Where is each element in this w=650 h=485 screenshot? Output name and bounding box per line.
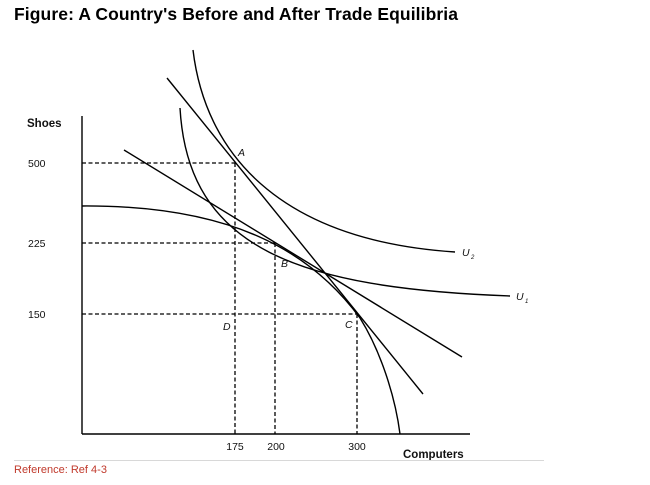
production-frontier xyxy=(81,205,401,435)
x-tick-175: 175 xyxy=(226,441,244,453)
curve-label-u2: U 2 xyxy=(462,247,475,261)
reference-note: Reference: Ref 4-3 xyxy=(14,464,107,476)
point-label-b: B xyxy=(281,258,288,270)
svg-text:U: U xyxy=(462,247,470,259)
curve-label-u1: U 1 xyxy=(516,291,528,305)
y-tick-500: 500 xyxy=(28,158,46,170)
y-tick-225: 225 xyxy=(28,238,46,250)
svg-text:2: 2 xyxy=(470,255,475,261)
point-label-c: C xyxy=(345,319,353,331)
page-title: Figure: A Country's Before and After Tra… xyxy=(14,4,459,24)
indifference-curve-u2 xyxy=(192,49,456,253)
x-tick-300: 300 xyxy=(348,441,366,453)
pre-trade-price-line xyxy=(123,149,463,358)
x-axis-title: Computers xyxy=(403,449,464,461)
point-label-d: D xyxy=(223,321,231,333)
svg-text:U: U xyxy=(516,291,524,303)
y-axis-title: Shoes xyxy=(27,118,62,130)
svg-text:1: 1 xyxy=(525,299,528,305)
y-tick-150: 150 xyxy=(28,309,46,321)
footer-divider xyxy=(14,460,544,461)
x-tick-200: 200 xyxy=(267,441,285,453)
point-label-a: A xyxy=(237,147,245,159)
indifference-curve-u1 xyxy=(179,107,511,297)
world-price-line xyxy=(166,77,424,395)
